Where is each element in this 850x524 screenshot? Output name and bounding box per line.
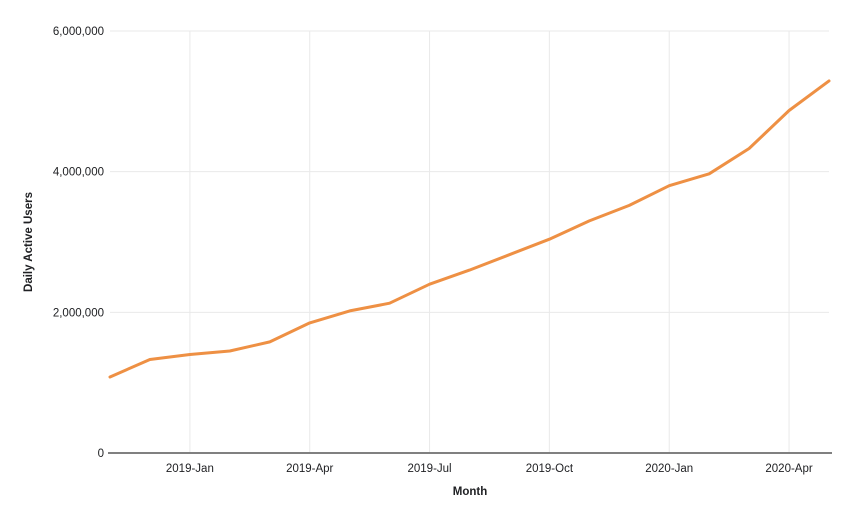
x-tick-label: 2019-Jul: [407, 463, 451, 475]
x-tick-label: 2019-Oct: [526, 463, 574, 475]
y-tick-label: 6,000,000: [53, 26, 104, 38]
x-tick-label: 2019-Apr: [286, 463, 333, 475]
y-tick-label: 4,000,000: [53, 167, 104, 179]
x-tick-label: 2020-Jan: [645, 463, 693, 475]
y-axis-title: Daily Active Users: [23, 192, 35, 292]
x-tick-label: 2020-Apr: [765, 463, 812, 475]
data-series-line: [108, 79, 831, 379]
x-tick-label: 2019-Jan: [166, 463, 214, 475]
y-tick-label: 0: [98, 448, 104, 460]
x-axis-title: Month: [452, 486, 488, 498]
y-tick-label: 2,000,000: [53, 307, 104, 319]
